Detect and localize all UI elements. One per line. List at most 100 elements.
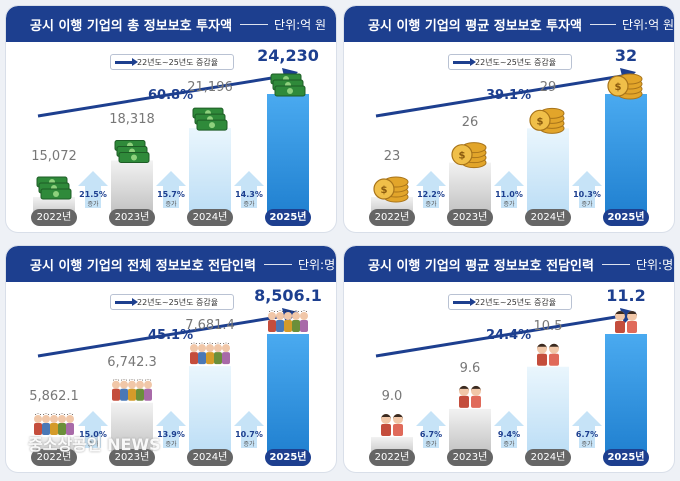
arrow-icon xyxy=(453,297,476,306)
value-label: 9.0 xyxy=(381,389,403,404)
svg-text:$: $ xyxy=(459,151,466,162)
bar xyxy=(267,334,309,459)
arrow-icon xyxy=(115,297,138,306)
year-label: 2025년 xyxy=(265,209,311,226)
arrow-icon xyxy=(115,57,138,66)
money-stack-icon xyxy=(192,107,228,131)
coin-stack-icon: $ xyxy=(451,142,487,169)
growth-arrow xyxy=(416,171,446,208)
growth-sub: 증가 xyxy=(243,201,255,208)
growth-arrow xyxy=(416,411,446,448)
trend-arrow xyxy=(37,74,285,118)
header-divider xyxy=(601,263,630,265)
value-label: 32 xyxy=(614,46,638,65)
growth-sub: 증가 xyxy=(87,201,99,208)
growth-value: 15.7% xyxy=(157,190,185,199)
legend-label: 22년도~25년도 증감율 xyxy=(475,297,557,307)
value-label: 11.2 xyxy=(606,286,646,305)
bar xyxy=(189,128,231,219)
total-growth-label: 45.1% xyxy=(148,328,194,343)
value-label: 18,318 xyxy=(109,112,155,128)
growth-value: 14.3% xyxy=(235,190,263,199)
growth-arrow xyxy=(494,171,524,208)
growth-label: 6.7% 증가 xyxy=(411,430,451,450)
growth-arrow xyxy=(572,411,602,448)
growth-sub: 증가 xyxy=(425,201,437,208)
bar xyxy=(527,366,569,459)
growth-value: 11.0% xyxy=(495,190,523,199)
trend-arrow xyxy=(375,314,623,358)
legend: 22년도~25년도 증감율 xyxy=(110,294,234,310)
panel-header: 공시 이행 기업의 평균 정보보호 전담인력 단위:명 xyxy=(344,246,674,282)
growth-value: 13.9% xyxy=(157,430,185,439)
year-label: 2023년 xyxy=(447,449,493,466)
coin-stack-icon: $ xyxy=(607,73,643,100)
growth-arrow xyxy=(156,171,186,208)
growth-label: 10.7% 증가 xyxy=(229,430,269,450)
chart-title: 공시 이행 기업의 전체 정보보호 전담인력 xyxy=(30,258,256,274)
growth-value: 15.0% xyxy=(79,430,107,439)
growth-value: 10.3% xyxy=(573,190,601,199)
watermark-logo: 중소상공인 NEWS xyxy=(28,435,161,454)
growth-value: 21.5% xyxy=(79,190,107,199)
growth-value: 9.4% xyxy=(497,430,521,439)
growth-arrow xyxy=(572,171,602,208)
legend: 22년도~25년도 증감율 xyxy=(110,54,234,70)
year-label: 2024년 xyxy=(187,209,233,226)
bar xyxy=(189,366,231,459)
bar xyxy=(527,128,569,219)
bar xyxy=(605,334,647,459)
people-group-icon xyxy=(268,310,308,332)
value-label: 6,742.3 xyxy=(107,354,157,370)
growth-label: 11.0% 증가 xyxy=(489,190,529,210)
panel-header: 공시 이행 기업의 평균 정보보호 투자액 단위:억 원 xyxy=(344,6,674,42)
person-pair-icon xyxy=(537,343,559,366)
growth-sub: 증가 xyxy=(503,201,515,208)
value-label: 8,506.1 xyxy=(254,286,322,305)
growth-sub: 증가 xyxy=(87,441,99,448)
growth-label: 15.7% 증가 xyxy=(151,190,191,210)
value-label: 21,196 xyxy=(187,80,233,96)
year-label: 2023년 xyxy=(109,449,155,466)
chart-plot: $ $ $ $ xyxy=(371,68,647,219)
value-label: 29 xyxy=(539,80,557,96)
value-label: 15,072 xyxy=(31,149,77,164)
chart-title: 공시 이행 기업의 총 정보보호 투자액 xyxy=(30,18,233,34)
growth-value: 10.7% xyxy=(235,430,263,439)
year-label: 2024년 xyxy=(187,449,233,466)
value-label: 23 xyxy=(383,149,401,164)
growth-label: 12.2% 증가 xyxy=(411,190,451,210)
total-growth-label: 39.1% xyxy=(486,88,532,103)
people-group-icon xyxy=(34,413,74,435)
growth-sub: 증가 xyxy=(425,441,437,448)
unit-label: 단위:억 원 xyxy=(621,17,674,32)
person-pair-icon xyxy=(459,385,481,408)
unit-label: 단위:억 원 xyxy=(274,17,327,32)
year-label: 2022년 xyxy=(369,209,415,226)
growth-arrow xyxy=(78,171,108,208)
money-stack-icon xyxy=(270,73,306,97)
growth-label: 15.0% 증가 xyxy=(73,430,113,450)
growth-sub: 증가 xyxy=(581,441,593,448)
year-label: 2022년 xyxy=(31,209,77,226)
header-divider xyxy=(590,23,616,25)
legend-label: 22년도~25년도 증감율 xyxy=(137,57,219,67)
person-pair-icon xyxy=(381,414,403,436)
unit-label: 단위:명 xyxy=(635,257,674,272)
panel-total-investment: 공시 이행 기업의 총 정보보호 투자액 단위:억 원 22년도~25년도 증감율 1… xyxy=(6,6,336,232)
legend: 22년도~25년도 증감율 xyxy=(448,294,572,310)
panel-average-personnel: 공시 이행 기업의 평균 정보보호 전담인력 단위:명 22년도~25년도 증감율 9… xyxy=(344,246,674,472)
growth-label: 10.3% 증가 xyxy=(567,190,607,210)
growth-label: 21.5% 증가 xyxy=(73,190,113,210)
year-label: 2023년 xyxy=(447,209,493,226)
people-group-icon xyxy=(112,379,152,401)
growth-value: 6.7% xyxy=(575,430,599,439)
people-group-icon xyxy=(190,342,230,365)
header-divider xyxy=(263,263,292,265)
chart-title: 공시 이행 기업의 평균 정보보호 전담인력 xyxy=(368,258,594,274)
growth-label: 6.7% 증가 xyxy=(567,430,607,450)
trend-arrow xyxy=(375,74,623,118)
arrow-icon xyxy=(453,57,476,66)
growth-label: 14.3% 증가 xyxy=(229,190,269,210)
year-label: 2024년 xyxy=(525,449,571,466)
